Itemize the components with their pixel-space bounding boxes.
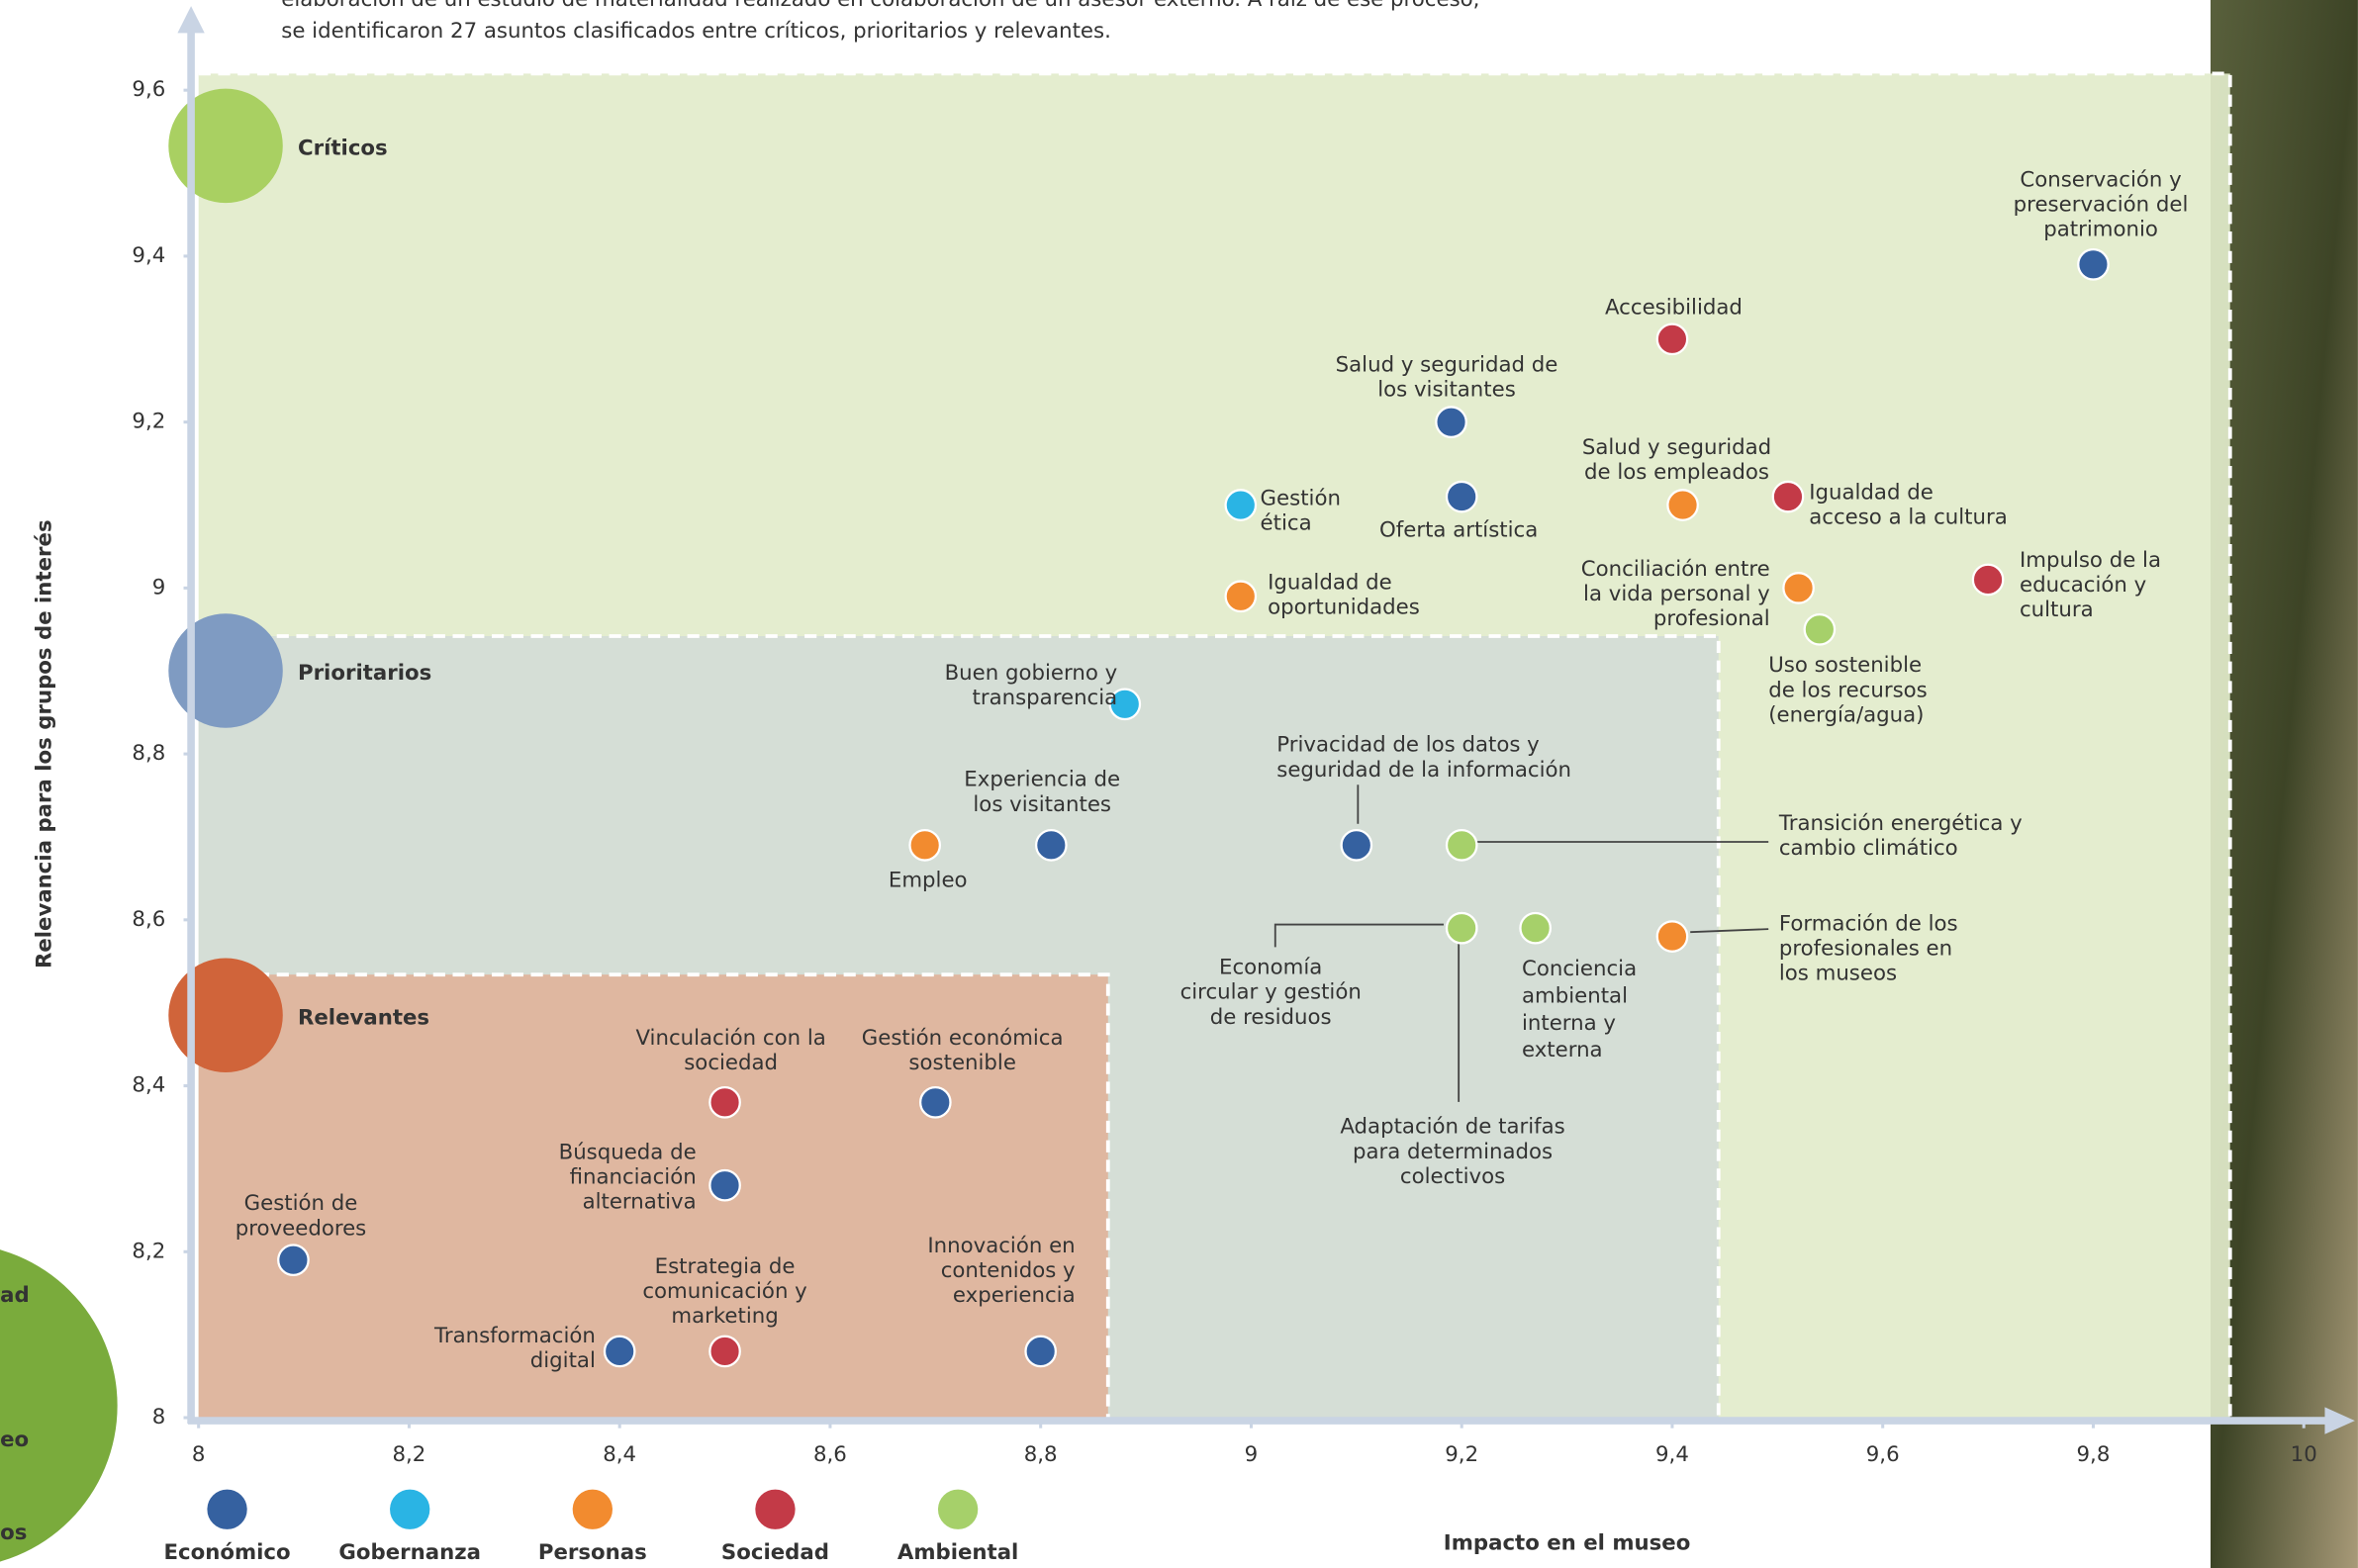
legend-marker bbox=[754, 1488, 797, 1530]
data-point bbox=[1436, 407, 1465, 436]
data-point bbox=[1447, 482, 1476, 511]
point-label: Accesibilidad bbox=[1605, 296, 1743, 321]
data-point bbox=[1657, 324, 1687, 354]
legend-marker bbox=[572, 1488, 614, 1530]
data-point bbox=[709, 1337, 739, 1366]
x-tick-label: 9,8 bbox=[2077, 1442, 2111, 1467]
side-fragment: eo bbox=[0, 1428, 29, 1452]
legend-marker bbox=[206, 1488, 248, 1530]
data-point bbox=[709, 1087, 739, 1117]
x-tick-label: 9,6 bbox=[1866, 1442, 1900, 1467]
x-tick-label: 9 bbox=[1245, 1442, 1259, 1467]
zone-marker bbox=[168, 958, 282, 1071]
data-point bbox=[1520, 913, 1550, 943]
x-tick-label: 9,2 bbox=[1445, 1442, 1478, 1467]
legend-label: Ambiental bbox=[897, 1540, 1019, 1565]
y-axis-title: Relevancia para los grupos de interés bbox=[33, 519, 57, 968]
data-point bbox=[1973, 565, 2003, 595]
y-tick-label: 8,2 bbox=[132, 1239, 165, 1263]
zone-label: Críticos bbox=[298, 136, 388, 160]
x-tick-label: 8 bbox=[192, 1442, 206, 1467]
x-tick-label: 8,4 bbox=[603, 1442, 636, 1467]
y-tick-label: 8,4 bbox=[132, 1073, 165, 1098]
data-point bbox=[1657, 921, 1687, 951]
data-point bbox=[1667, 490, 1697, 519]
data-point bbox=[709, 1170, 739, 1200]
chart: ad eo os elaboración de un estudio de mater… bbox=[0, 0, 2358, 1568]
data-point bbox=[1805, 614, 1835, 644]
point-label: Oferta artística bbox=[1379, 517, 1538, 542]
data-point bbox=[1342, 830, 1371, 860]
data-point bbox=[1773, 482, 1803, 511]
data-point bbox=[1447, 830, 1476, 860]
legend-label: Gobernanza bbox=[338, 1540, 481, 1565]
y-tick-label: 8 bbox=[152, 1405, 166, 1430]
data-point bbox=[1036, 830, 1066, 860]
background-landscape bbox=[2211, 0, 2358, 1568]
legend-marker bbox=[389, 1488, 431, 1530]
y-tick-label: 9 bbox=[152, 575, 166, 600]
data-point bbox=[1226, 490, 1256, 519]
legend-label: Personas bbox=[538, 1540, 647, 1565]
y-tick-label: 9,2 bbox=[132, 410, 165, 434]
data-point bbox=[2078, 249, 2108, 279]
x-tick-label: 8,2 bbox=[393, 1442, 426, 1467]
legend-marker bbox=[937, 1488, 980, 1530]
y-tick-label: 8,6 bbox=[132, 907, 165, 932]
side-fragment: ad bbox=[0, 1283, 30, 1308]
data-point bbox=[909, 830, 939, 860]
legend-label: Económico bbox=[163, 1540, 290, 1565]
side-fragment: os bbox=[0, 1521, 27, 1545]
zone-label: Prioritarios bbox=[298, 661, 431, 686]
data-point bbox=[1025, 1337, 1055, 1366]
subtitle: elaboración de un estudio de materialida… bbox=[281, 0, 1479, 12]
zone-marker bbox=[168, 613, 282, 727]
legend-label: Sociedad bbox=[721, 1540, 829, 1565]
x-axis-title: Impacto en el museo bbox=[1444, 1531, 1691, 1556]
x-tick-label: 10 bbox=[2291, 1442, 2317, 1467]
data-point bbox=[920, 1087, 950, 1117]
y-tick-label: 8,8 bbox=[132, 741, 165, 766]
data-point bbox=[605, 1337, 634, 1366]
y-tick-label: 9,6 bbox=[132, 77, 165, 102]
data-point bbox=[1447, 913, 1476, 943]
x-tick-label: 8,8 bbox=[1024, 1442, 1058, 1467]
subtitle: se identificaron 27 asuntos clasificados… bbox=[281, 19, 1111, 44]
data-point bbox=[278, 1245, 308, 1274]
zone-label: Relevantes bbox=[298, 1005, 429, 1030]
zone-marker bbox=[168, 89, 282, 203]
point-label: Empleo bbox=[889, 869, 968, 893]
data-point bbox=[1226, 582, 1256, 611]
x-tick-label: 8,6 bbox=[813, 1442, 847, 1467]
x-tick-label: 9,4 bbox=[1655, 1442, 1689, 1467]
y-tick-label: 9,4 bbox=[132, 243, 165, 268]
data-point bbox=[1783, 573, 1813, 602]
